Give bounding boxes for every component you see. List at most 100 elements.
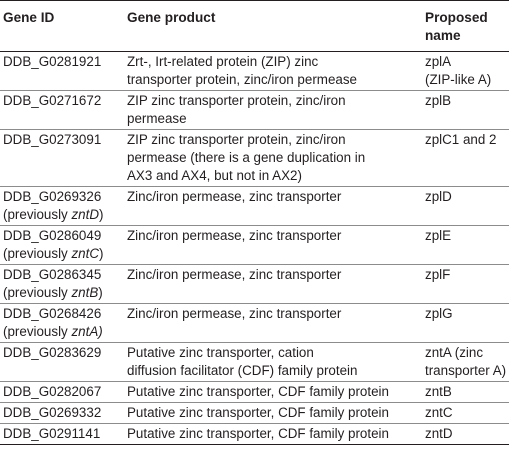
proposed-name-cell: zplE xyxy=(422,225,509,265)
proposed-name-cell: zntC xyxy=(422,402,509,424)
gene-product-line: Putative zinc transporter, CDF family pr… xyxy=(127,426,389,441)
proposed-name-cell: zntA (zinc transporter A) xyxy=(422,342,509,382)
gene-product-cell: Putative zinc transporter, cation diffus… xyxy=(124,342,422,382)
table-row: DDB_G0268426 (previously zntA) Zinc/iron… xyxy=(0,303,509,343)
table-row: DDB_G0269326 (previously zntD) Zinc/iron… xyxy=(0,186,509,226)
gene-id-cell: DDB_G0281921 xyxy=(0,51,124,91)
header-gene-product: Gene product xyxy=(124,0,422,52)
gene-id-cell: DDB_G0269332 xyxy=(0,402,124,424)
gene-previous-name: (previously zntA) xyxy=(3,323,124,341)
gene-id: DDB_G0271672 xyxy=(3,93,102,108)
gene-product-line: ZIP zinc transporter protein, zinc/iron xyxy=(127,93,346,108)
gene-product-cell: Zrt-, Irt-related protein (ZIP) zinc tra… xyxy=(124,51,422,91)
gene-id-cell: DDB_G0271672 xyxy=(0,90,124,130)
table-body: DDB_G0281921 Zrt-, Irt-related protein (… xyxy=(0,51,509,445)
gene-product-cell: ZIP zinc transporter protein, zinc/iron … xyxy=(124,129,422,187)
proposed-name-cell: zplC1 and 2 xyxy=(422,129,509,187)
gene-id: DDB_G0268426 xyxy=(3,306,102,321)
proposed-name-line: zplB xyxy=(425,93,452,108)
gene-product-cell: Zinc/iron permease, zinc transporter xyxy=(124,225,422,265)
header-gene-id: Gene ID xyxy=(0,0,124,52)
gene-id: DDB_G0291141 xyxy=(3,426,101,441)
gene-product-cell: Putative zinc transporter, CDF family pr… xyxy=(124,381,422,403)
gene-id-cell: DDB_G0283629 xyxy=(0,342,124,382)
proposed-name-line: zntA (zinc xyxy=(425,345,484,360)
table-row: DDB_G0273091 ZIP zinc transporter protei… xyxy=(0,129,509,187)
gene-product-cell: Zinc/iron permease, zinc transporter xyxy=(124,264,422,304)
gene-id: DDB_G0283629 xyxy=(3,345,102,360)
table-row: DDB_G0286345 (previously zntB) Zinc/iron… xyxy=(0,264,509,304)
gene-product-cell: ZIP zinc transporter protein, zinc/iron … xyxy=(124,90,422,130)
gene-previous-name: (previously zntC) xyxy=(3,245,124,263)
previously-label: (previously xyxy=(3,207,72,222)
proposed-name-line: zplG xyxy=(425,306,453,321)
gene-id: DDB_G0282067 xyxy=(3,384,102,399)
gene-product-line: transporter protein, zinc/iron permease xyxy=(127,72,357,87)
table-row: DDB_G0286049 (previously zntC) Zinc/iron… xyxy=(0,225,509,265)
table-row: DDB_G0271672 ZIP zinc transporter protei… xyxy=(0,90,509,130)
gene-product-line: ZIP zinc transporter protein, zinc/iron xyxy=(127,132,346,147)
previous-gene-symbol: zntB xyxy=(71,285,99,300)
gene-product-line: Zrt-, Irt-related protein (ZIP) zinc xyxy=(127,54,319,69)
proposed-name-line: zplA xyxy=(425,54,452,69)
header-proposed-name-line2: name xyxy=(425,28,461,43)
proposed-name-line: zntD xyxy=(425,426,453,441)
gene-id: DDB_G0286345 xyxy=(3,267,102,282)
gene-product-cell: Putative zinc transporter, CDF family pr… xyxy=(124,423,422,445)
gene-id: DDB_G0281921 xyxy=(3,54,102,69)
gene-previous-name: (previously zntB) xyxy=(3,284,124,302)
header-proposed-name-line1: Proposed xyxy=(425,10,488,25)
closing-paren: ) xyxy=(99,207,104,222)
table-row: DDB_G0281921 Zrt-, Irt-related protein (… xyxy=(0,51,509,91)
proposed-name-line: zntB xyxy=(425,384,452,399)
previous-gene-symbol: zntC xyxy=(71,246,100,261)
gene-product-line: permease (there is a gene duplication in xyxy=(127,150,366,165)
previous-gene-symbol: zntA) xyxy=(71,324,103,339)
proposed-name-line: transporter A) xyxy=(425,363,507,378)
proposed-name-cell: zplD xyxy=(422,186,509,226)
gene-previous-name: (previously zntD) xyxy=(3,206,124,224)
proposed-name-cell: zplB xyxy=(422,90,509,130)
table-row: DDB_G0269332 Putative zinc transporter, … xyxy=(0,402,509,424)
gene-id-cell: DDB_G0286345 (previously zntB) xyxy=(0,264,124,304)
gene-product-line: Zinc/iron permease, zinc transporter xyxy=(127,189,342,204)
table-row: DDB_G0283629 Putative zinc transporter, … xyxy=(0,342,509,382)
closing-paren: ) xyxy=(99,246,104,261)
gene-product-line: permease xyxy=(127,111,187,126)
gene-product-cell: Zinc/iron permease, zinc transporter xyxy=(124,186,422,226)
gene-id-cell: DDB_G0273091 xyxy=(0,129,124,187)
gene-product-line: Zinc/iron permease, zinc transporter xyxy=(127,306,342,321)
header-proposed-name: Proposed name xyxy=(422,0,509,52)
gene-id-cell: DDB_G0291141 xyxy=(0,423,124,445)
gene-id-cell: DDB_G0268426 (previously zntA) xyxy=(0,303,124,343)
proposed-name-cell: zplA (ZIP-like A) xyxy=(422,51,509,91)
proposed-name-line: zplD xyxy=(425,189,452,204)
proposed-name-cell: zntB xyxy=(422,381,509,403)
previously-label: (previously xyxy=(3,285,72,300)
gene-product-line: Putative zinc transporter, cation xyxy=(127,345,314,360)
table-row: DDB_G0282067 Putative zinc transporter, … xyxy=(0,381,509,403)
gene-id: DDB_G0273091 xyxy=(3,132,102,147)
proposed-name-line: zplF xyxy=(425,267,451,282)
gene-id: DDB_G0269326 xyxy=(3,189,102,204)
header-row: Gene ID Gene product Proposed name xyxy=(0,0,509,52)
gene-id: DDB_G0286049 xyxy=(3,228,102,243)
gene-id: DDB_G0269332 xyxy=(3,405,102,420)
proposed-name-cell: zplF xyxy=(422,264,509,304)
gene-product-line: Putative zinc transporter, CDF family pr… xyxy=(127,384,389,399)
table-header: Gene ID Gene product Proposed name xyxy=(0,0,509,52)
gene-product-line: Zinc/iron permease, zinc transporter xyxy=(127,228,342,243)
gene-id-cell: DDB_G0282067 xyxy=(0,381,124,403)
gene-id-cell: DDB_G0269326 (previously zntD) xyxy=(0,186,124,226)
closing-paren: ) xyxy=(98,285,103,300)
gene-product-line: diffusion facilitator (CDF) family prote… xyxy=(127,363,358,378)
gene-product-line: AX3 and AX4, but not in AX2) xyxy=(127,168,302,183)
proposed-name-line: zntC xyxy=(425,405,453,420)
proposed-name-line: zplE xyxy=(425,228,452,243)
gene-product-line: Putative zinc transporter, CDF family pr… xyxy=(127,405,389,420)
proposed-name-cell: zplG xyxy=(422,303,509,343)
gene-product-cell: Zinc/iron permease, zinc transporter xyxy=(124,303,422,343)
gene-id-cell: DDB_G0286049 (previously zntC) xyxy=(0,225,124,265)
proposed-name-line: zplC1 and 2 xyxy=(425,132,497,147)
